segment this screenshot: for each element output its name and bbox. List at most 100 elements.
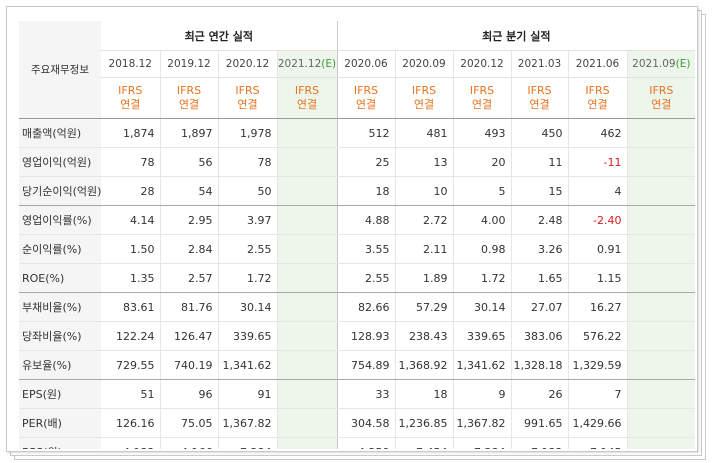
table-row: ROE(%) 1.35 2.57 1.72 2.55 1.89 1.72 1.65 1.15 (19, 263, 695, 293)
document-page: 주요재무정보 최근 연간 실적 최근 분기 실적 2018.12 2019.12 2… (6, 6, 698, 452)
value-cell: 1,329.59 (567, 350, 628, 380)
value-cell (276, 350, 338, 380)
ifrs-label: IFRS (353, 84, 379, 97)
row-label: 영업이익(억원) (19, 147, 101, 177)
row-label: BPS(원) (19, 437, 101, 449)
value-cell: 81.76 (159, 292, 218, 322)
consolidated-label: 연결 (413, 98, 435, 111)
value-cell: 1,874 (101, 118, 160, 148)
value-cell: 2.72 (394, 205, 454, 235)
value-cell: 1,341.62 (217, 350, 277, 380)
period-label: 2018.12 (108, 58, 152, 70)
value-cell: 1.72 (217, 263, 277, 293)
value-cell: 729.55 (101, 350, 160, 380)
period-header-row: 2018.12 2019.12 2020.12 2021.12(E) 2020.06 20… (19, 50, 695, 78)
value-cell: 3.26 (510, 234, 569, 264)
financial-table-container: 주요재무정보 최근 연간 실적 최근 분기 실적 2018.12 2019.12 2… (19, 21, 695, 449)
value-cell: 339.65 (217, 321, 277, 351)
period-header: 2021.12(E) (276, 50, 338, 78)
value-cell: 33 (337, 379, 396, 409)
value-cell (276, 437, 338, 449)
value-cell: 0.98 (452, 234, 512, 264)
value-cell (626, 292, 695, 322)
period-label: 2020.12 (460, 58, 504, 70)
estimate-mark: (E) (321, 58, 337, 70)
value-cell: 75.05 (159, 408, 218, 438)
value-cell (276, 205, 338, 235)
value-cell (276, 147, 338, 177)
value-cell: 576.22 (567, 321, 628, 351)
consolidated-label: 연결 (178, 98, 200, 111)
row-label: 매출액(억원) (19, 118, 101, 148)
value-cell: 78 (217, 147, 277, 177)
value-cell (626, 234, 695, 264)
value-cell (626, 350, 695, 380)
group-header-quarterly: 최근 분기 실적 (337, 21, 695, 51)
value-cell: 30.14 (217, 292, 277, 322)
ifrs-label: IFRS (235, 84, 260, 97)
value-cell: 7 (567, 379, 628, 409)
value-cell: 339.65 (452, 321, 512, 351)
value-cell: 1,341.62 (452, 350, 512, 380)
value-cell: 10 (394, 176, 454, 206)
value-cell: 9 (452, 379, 512, 409)
value-cell: 7,284 (452, 437, 512, 449)
value-cell: -2.40 (567, 205, 628, 235)
table-body: 매출액(억원) 1,874 1,897 1,978 512 481 493 450 462 영업이… (19, 118, 695, 449)
row-label: 영업이익률(%) (19, 205, 101, 235)
consolidated-label: 연결 (296, 98, 318, 111)
value-cell: 1.72 (452, 263, 512, 293)
value-cell: 1,367.82 (217, 408, 277, 438)
value-cell: 2.95 (159, 205, 218, 235)
consolidated-label: 연결 (120, 98, 141, 111)
value-cell: 1,236.85 (394, 408, 454, 438)
value-cell (276, 118, 338, 148)
value-cell: 3.55 (337, 234, 396, 264)
value-cell: 13 (394, 147, 454, 177)
value-cell: 16.27 (567, 292, 628, 322)
value-cell: 481 (394, 118, 454, 148)
ifrs-header: IFRS 연결 (394, 77, 454, 119)
row-label: 당좌비율(%) (19, 321, 101, 351)
value-cell: 4,132 (101, 437, 160, 449)
value-cell: 1.65 (510, 263, 569, 293)
value-cell: 4.00 (452, 205, 512, 235)
value-cell: 56 (159, 147, 218, 177)
consolidated-label: 연결 (355, 98, 377, 111)
row-label: 부채비율(%) (19, 292, 101, 322)
consolidated-label: 연결 (587, 98, 608, 111)
value-cell (626, 321, 695, 351)
value-cell: 7,132 (510, 437, 569, 449)
row-header-title: 주요재무정보 (19, 21, 101, 119)
period-header: 2019.12 (159, 50, 218, 78)
value-cell: 383.06 (510, 321, 569, 351)
consolidated-label: 연결 (237, 98, 258, 111)
row-label: 유보율(%) (19, 350, 101, 380)
value-cell: 1,978 (217, 118, 277, 148)
value-cell (626, 205, 695, 235)
value-cell: 128.93 (337, 321, 396, 351)
value-cell: 96 (159, 379, 218, 409)
row-label: 당기순이익(억원) (19, 176, 101, 206)
value-cell: 1.89 (394, 263, 454, 293)
value-cell: 50 (217, 176, 277, 206)
value-cell: 4 (567, 176, 628, 206)
table-row: EPS(원) 51 96 91 33 18 9 26 7 (19, 379, 695, 409)
ifrs-label: IFRS (176, 84, 202, 97)
value-cell (626, 408, 695, 438)
value-cell: 25 (337, 147, 396, 177)
value-cell: 122.24 (101, 321, 160, 351)
value-cell: 18 (394, 379, 454, 409)
period-header: 2021.06 (567, 50, 628, 78)
value-cell: 126.16 (101, 408, 160, 438)
value-cell: 83.61 (101, 292, 160, 322)
value-cell: 2.84 (159, 234, 218, 264)
value-cell: 5 (452, 176, 512, 206)
value-cell: 2.55 (337, 263, 396, 293)
value-cell: 2.55 (217, 234, 277, 264)
row-label: ROE(%) (19, 263, 101, 293)
ifrs-header: IFRS 연결 (276, 77, 338, 119)
value-cell: 82.66 (337, 292, 396, 322)
period-label: 2021.12 (277, 58, 322, 70)
period-header: 2021.03 (510, 50, 569, 78)
